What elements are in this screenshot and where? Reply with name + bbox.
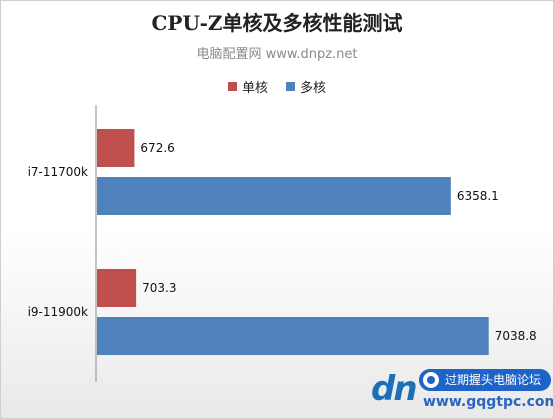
legend-item-single-core: 单核	[227, 77, 268, 96]
legend-swatch-single-core	[227, 82, 237, 91]
legend-label-multi-core: 多核	[300, 81, 327, 96]
legend-item-multi-core: 多核	[286, 77, 326, 96]
chart-title: CPU-Z单核及多核性能测试	[151, 11, 403, 35]
watermark-badge-icon	[423, 372, 439, 388]
watermark-badge: 过期握头电脑论坛	[419, 369, 551, 391]
chart-subtitle: 电脑配置网 www.dnpz.net	[196, 47, 358, 62]
legend: 单核 多核	[1, 77, 553, 96]
legend-swatch-multi-core	[286, 82, 295, 91]
data-label-multi-core-0: 6358.1	[457, 189, 499, 203]
category-label-1: i9-11900k	[28, 305, 88, 319]
bar-single-core-0	[97, 129, 135, 167]
data-label-single-core-1: 703.3	[142, 281, 176, 295]
watermark: dn 过期握头电脑论坛 www.gqgtpc.com	[367, 361, 553, 417]
bar-single-core-1	[97, 269, 137, 307]
legend-label-single-core: 单核	[241, 81, 268, 96]
watermark-logo: dn	[371, 369, 418, 409]
bar-multi-core-0	[97, 177, 451, 215]
bar-multi-core-1	[97, 317, 489, 355]
watermark-badge-text: 过期握头电脑论坛	[445, 373, 542, 387]
category-label-0: i7-11700k	[28, 165, 88, 179]
data-label-single-core-0: 672.6	[140, 141, 174, 155]
data-label-multi-core-1: 7038.8	[495, 329, 537, 343]
watermark-url: www.gqgtpc.com	[423, 394, 554, 410]
